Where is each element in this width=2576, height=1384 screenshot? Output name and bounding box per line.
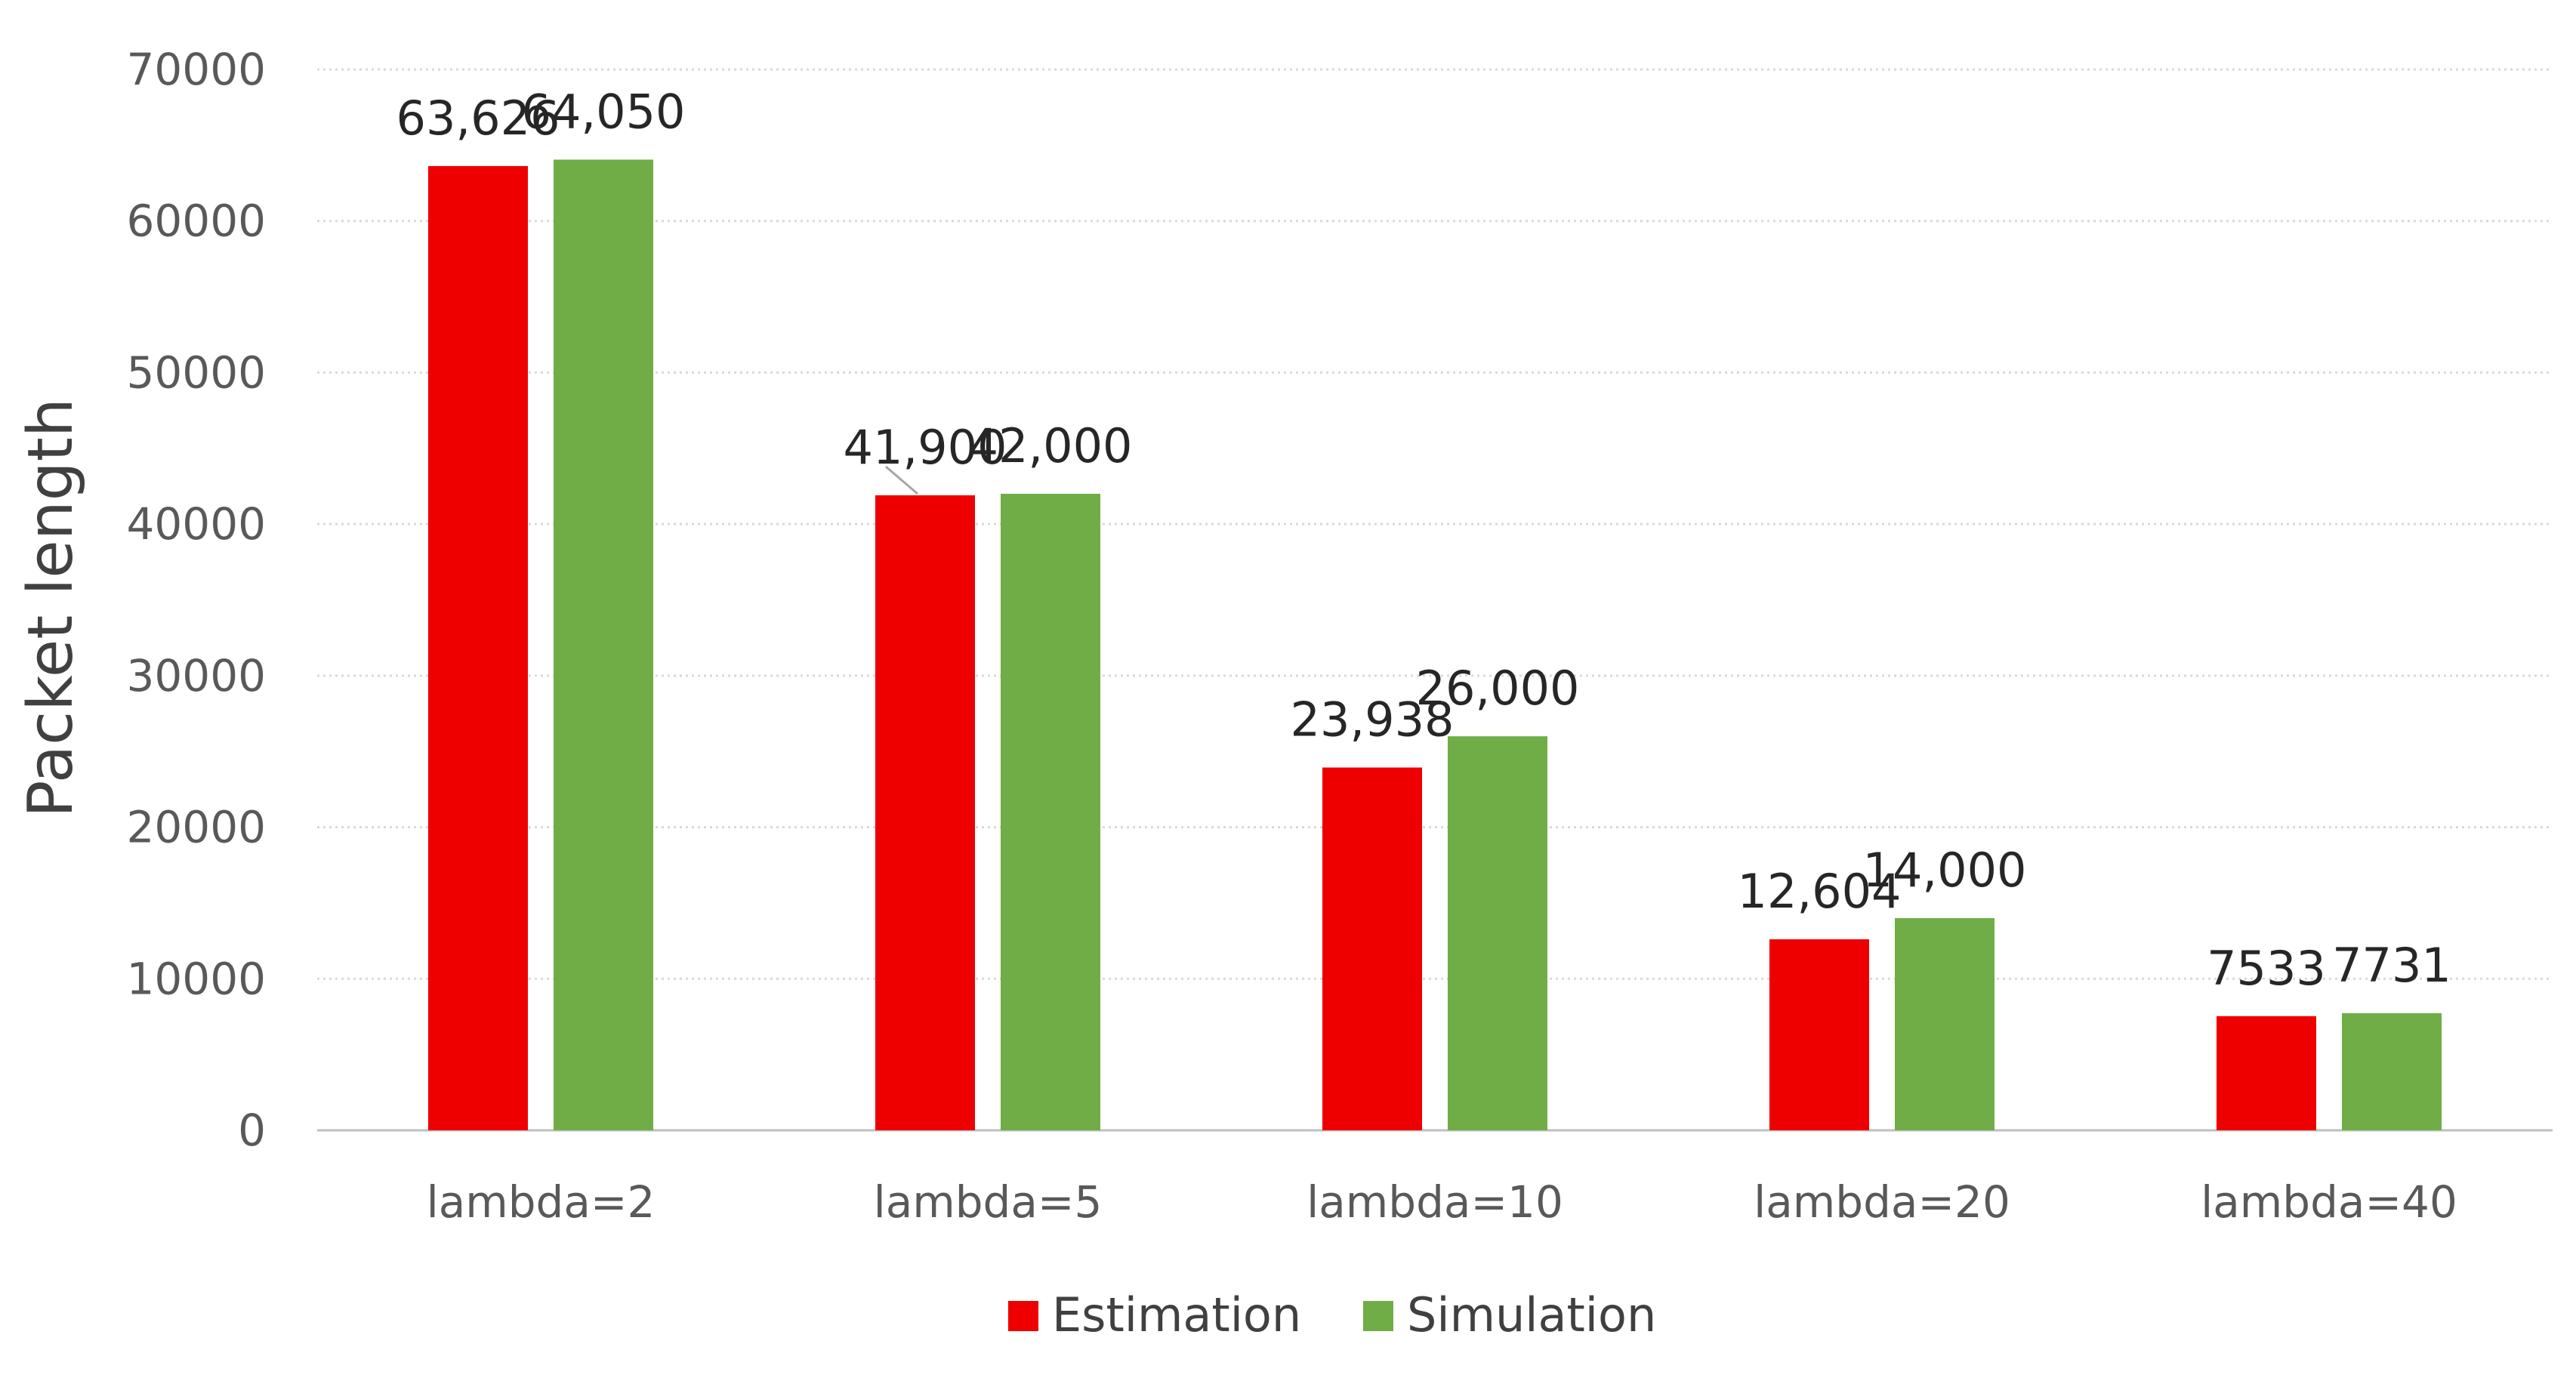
bar-estimation-lambda-40 [2217,1016,2316,1130]
y-tick-label: 0 [238,1105,266,1156]
bar-simulation-lambda-20 [1895,918,1994,1130]
legend-swatch-simulation [1363,1301,1393,1331]
y-tick-label: 70000 [126,44,266,95]
data-label-simulation: 14,000 [1863,843,2027,898]
y-tick-label: 10000 [126,953,266,1004]
y-tick-label: 20000 [126,802,266,853]
bar-estimation-lambda-10 [1322,767,1422,1130]
data-label-leader-line [885,465,918,495]
y-tick-label: 40000 [126,498,266,550]
data-label-simulation: 26,000 [1416,661,1580,716]
data-label-estimation: 63,626 [396,91,560,146]
legend: Estimation Simulation [1008,1287,1656,1342]
x-tick-label: lambda=5 [874,1176,1103,1228]
gridlines [317,68,2553,1132]
x-tick-label: lambda=2 [427,1176,656,1228]
data-label-estimation: 7533 [2207,941,2326,996]
bar-simulation-lambda-10 [1448,736,1547,1130]
x-tick-label: lambda=20 [1754,1176,2010,1228]
data-label-simulation: 42,000 [969,418,1133,473]
x-tick-label: lambda=10 [1307,1176,1563,1228]
y-tick-label: 30000 [126,650,266,701]
bar-estimation-lambda-2 [428,165,528,1130]
x-tick-label: lambda=40 [2201,1176,2457,1228]
y-axis-title: Packet length [15,398,87,818]
data-label-estimation: 41,900 [844,420,1007,475]
bar-simulation-lambda-40 [2342,1013,2442,1130]
bar-simulation-lambda-2 [554,159,653,1130]
bar-estimation-lambda-5 [875,495,975,1130]
legend-swatch-estimation [1008,1301,1038,1331]
bar-simulation-lambda-5 [1001,494,1100,1130]
x-axis-ticks: lambda=2 lambda=5 lambda=10 lambda=20 lambda… [427,1176,2457,1228]
bar-estimation-lambda-20 [1769,939,1869,1130]
y-axis-ticks: 0 10000 20000 30000 40000 50000 60000 70000 [126,44,266,1156]
y-tick-label: 60000 [126,196,266,247]
data-label-estimation: 12,604 [1738,864,1902,919]
data-label-estimation: 23,938 [1291,692,1455,747]
legend-label-estimation: Estimation [1052,1287,1301,1342]
bars [428,159,2442,1130]
legend-label-simulation: Simulation [1407,1287,1656,1342]
data-label-simulation: 64,050 [522,84,686,139]
y-tick-label: 50000 [126,347,266,398]
data-label-simulation: 7731 [2332,938,2451,993]
